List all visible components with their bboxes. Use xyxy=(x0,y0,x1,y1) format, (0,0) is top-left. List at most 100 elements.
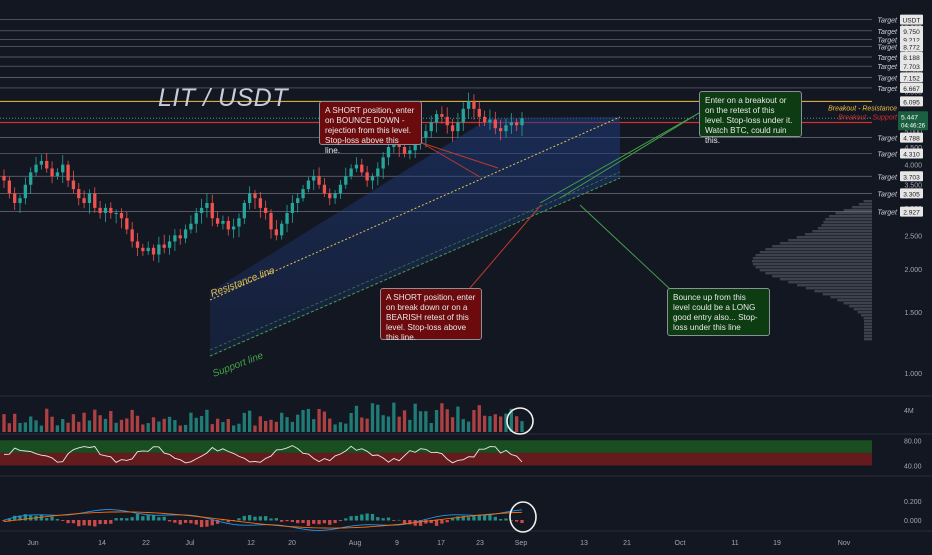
annotation-long-bottom[interactable]: Bounce up from this level could be a LON… xyxy=(667,288,770,336)
volume-bar xyxy=(114,422,118,432)
target-price: 3.305 xyxy=(903,191,920,198)
macd-histogram-bar xyxy=(258,516,262,521)
x-tick-label: 21 xyxy=(623,540,631,547)
macd-histogram-bar xyxy=(205,520,209,527)
candle-body xyxy=(7,180,11,194)
volume-bar xyxy=(130,409,134,432)
volume-profile-bar xyxy=(788,281,872,284)
volume-bar xyxy=(221,421,225,432)
candle-body xyxy=(157,244,161,255)
volume-bar xyxy=(408,419,412,432)
candle-body xyxy=(264,207,268,213)
macd-histogram-bar xyxy=(157,517,161,521)
volume-bar xyxy=(429,423,433,432)
candle-body xyxy=(183,229,188,239)
macd-histogram-bar xyxy=(370,513,375,521)
candle-body xyxy=(509,122,513,126)
macd-histogram-bar xyxy=(162,516,166,521)
y-tick-label: 7.500 xyxy=(904,68,922,75)
x-tick-label: 9 xyxy=(395,540,399,547)
target-price-tag xyxy=(900,206,923,217)
candle-body xyxy=(440,114,444,117)
volume-bar xyxy=(29,416,33,432)
macd-histogram-bar xyxy=(125,518,129,521)
y-tick-label: 1.000 xyxy=(904,371,922,378)
volume-bar xyxy=(402,410,407,432)
volume-axis-label: 4M xyxy=(904,408,914,415)
volume-bar xyxy=(477,405,481,432)
target-label: Target xyxy=(877,37,898,44)
volume-profile-bar xyxy=(849,305,872,308)
volume-profile-bar xyxy=(835,212,872,215)
volume-profile-bar xyxy=(837,299,872,302)
macd-histogram-bar xyxy=(199,520,204,528)
candle-body xyxy=(344,176,348,185)
candle-body xyxy=(39,160,44,165)
volume-bar xyxy=(450,417,455,432)
y-tick-label: 6.500 xyxy=(904,90,922,97)
macd-histogram-bar xyxy=(445,520,449,523)
macd-histogram-bar xyxy=(114,518,118,521)
volume-profile-bar xyxy=(864,338,872,341)
volume-bar xyxy=(397,416,401,432)
volume-profile-bar xyxy=(772,275,872,278)
macd-histogram-bar xyxy=(226,520,230,523)
volume-bar xyxy=(66,422,70,432)
volume-profile-bar xyxy=(805,233,872,236)
y-tick-label: 1.500 xyxy=(904,310,922,317)
candle-body xyxy=(93,193,97,208)
macd-histogram-bar xyxy=(317,520,321,525)
volume-bar xyxy=(189,412,193,432)
volume-bar xyxy=(424,411,428,432)
volume-profile-bar xyxy=(822,293,872,296)
annotation-long-top[interactable]: Enter on a breakout or on the retest of … xyxy=(699,91,802,145)
target-label: Target xyxy=(877,174,898,181)
macd-histogram-bar xyxy=(328,520,332,525)
volume-bar xyxy=(151,417,156,432)
macd-histogram-bar xyxy=(498,519,503,521)
volume-bar xyxy=(61,418,65,432)
candle-body xyxy=(167,241,172,248)
volume-bar xyxy=(461,419,465,432)
volume-profile-bar xyxy=(864,335,872,338)
volume-profile-bar xyxy=(788,239,872,242)
x-tick-label: 23 xyxy=(476,540,484,547)
callout-leader xyxy=(559,112,700,199)
candle-body xyxy=(18,198,22,203)
macd-histogram-bar xyxy=(103,520,108,525)
macd-histogram-bar xyxy=(146,514,150,521)
volume-bar xyxy=(194,417,198,432)
candle-body xyxy=(109,207,113,213)
volume-bar xyxy=(285,417,289,432)
resistance-label: Breakout - Resistance xyxy=(828,105,897,112)
annotation-short-top[interactable]: A SHORT position, enter on BOUNCE DOWN -… xyxy=(319,101,422,155)
x-tick-label: 14 xyxy=(98,540,106,547)
volume-bar xyxy=(440,403,444,432)
volume-bar xyxy=(515,416,519,432)
volume-bar xyxy=(210,424,214,432)
candle-body xyxy=(445,116,449,126)
candle-body xyxy=(354,164,359,169)
resistance-trendline xyxy=(209,116,621,301)
volume-bar xyxy=(338,422,343,432)
volume-bar xyxy=(472,409,476,432)
target-price-tag xyxy=(900,171,923,182)
macd-histogram-bar xyxy=(71,520,76,524)
macd-histogram-bar xyxy=(306,520,311,526)
candle-body xyxy=(135,241,140,248)
chart-title: LIT / USDT xyxy=(158,84,289,112)
volume-bar xyxy=(509,408,513,432)
y-tick-label: 5.000 xyxy=(904,129,922,136)
x-tick-label: 19 xyxy=(773,540,781,547)
macd-label: 0.000 xyxy=(904,518,922,525)
candle-body xyxy=(434,114,439,123)
volume-bar xyxy=(301,410,305,432)
volume-bar xyxy=(312,419,316,432)
callout-leader xyxy=(539,112,700,204)
volume-bar xyxy=(317,408,321,432)
annotation-short-mid[interactable]: A SHORT position, enter on break down or… xyxy=(380,288,482,342)
macd-histogram-bar xyxy=(77,520,81,527)
macd-signal-line xyxy=(3,511,523,529)
candle-body xyxy=(504,125,508,132)
